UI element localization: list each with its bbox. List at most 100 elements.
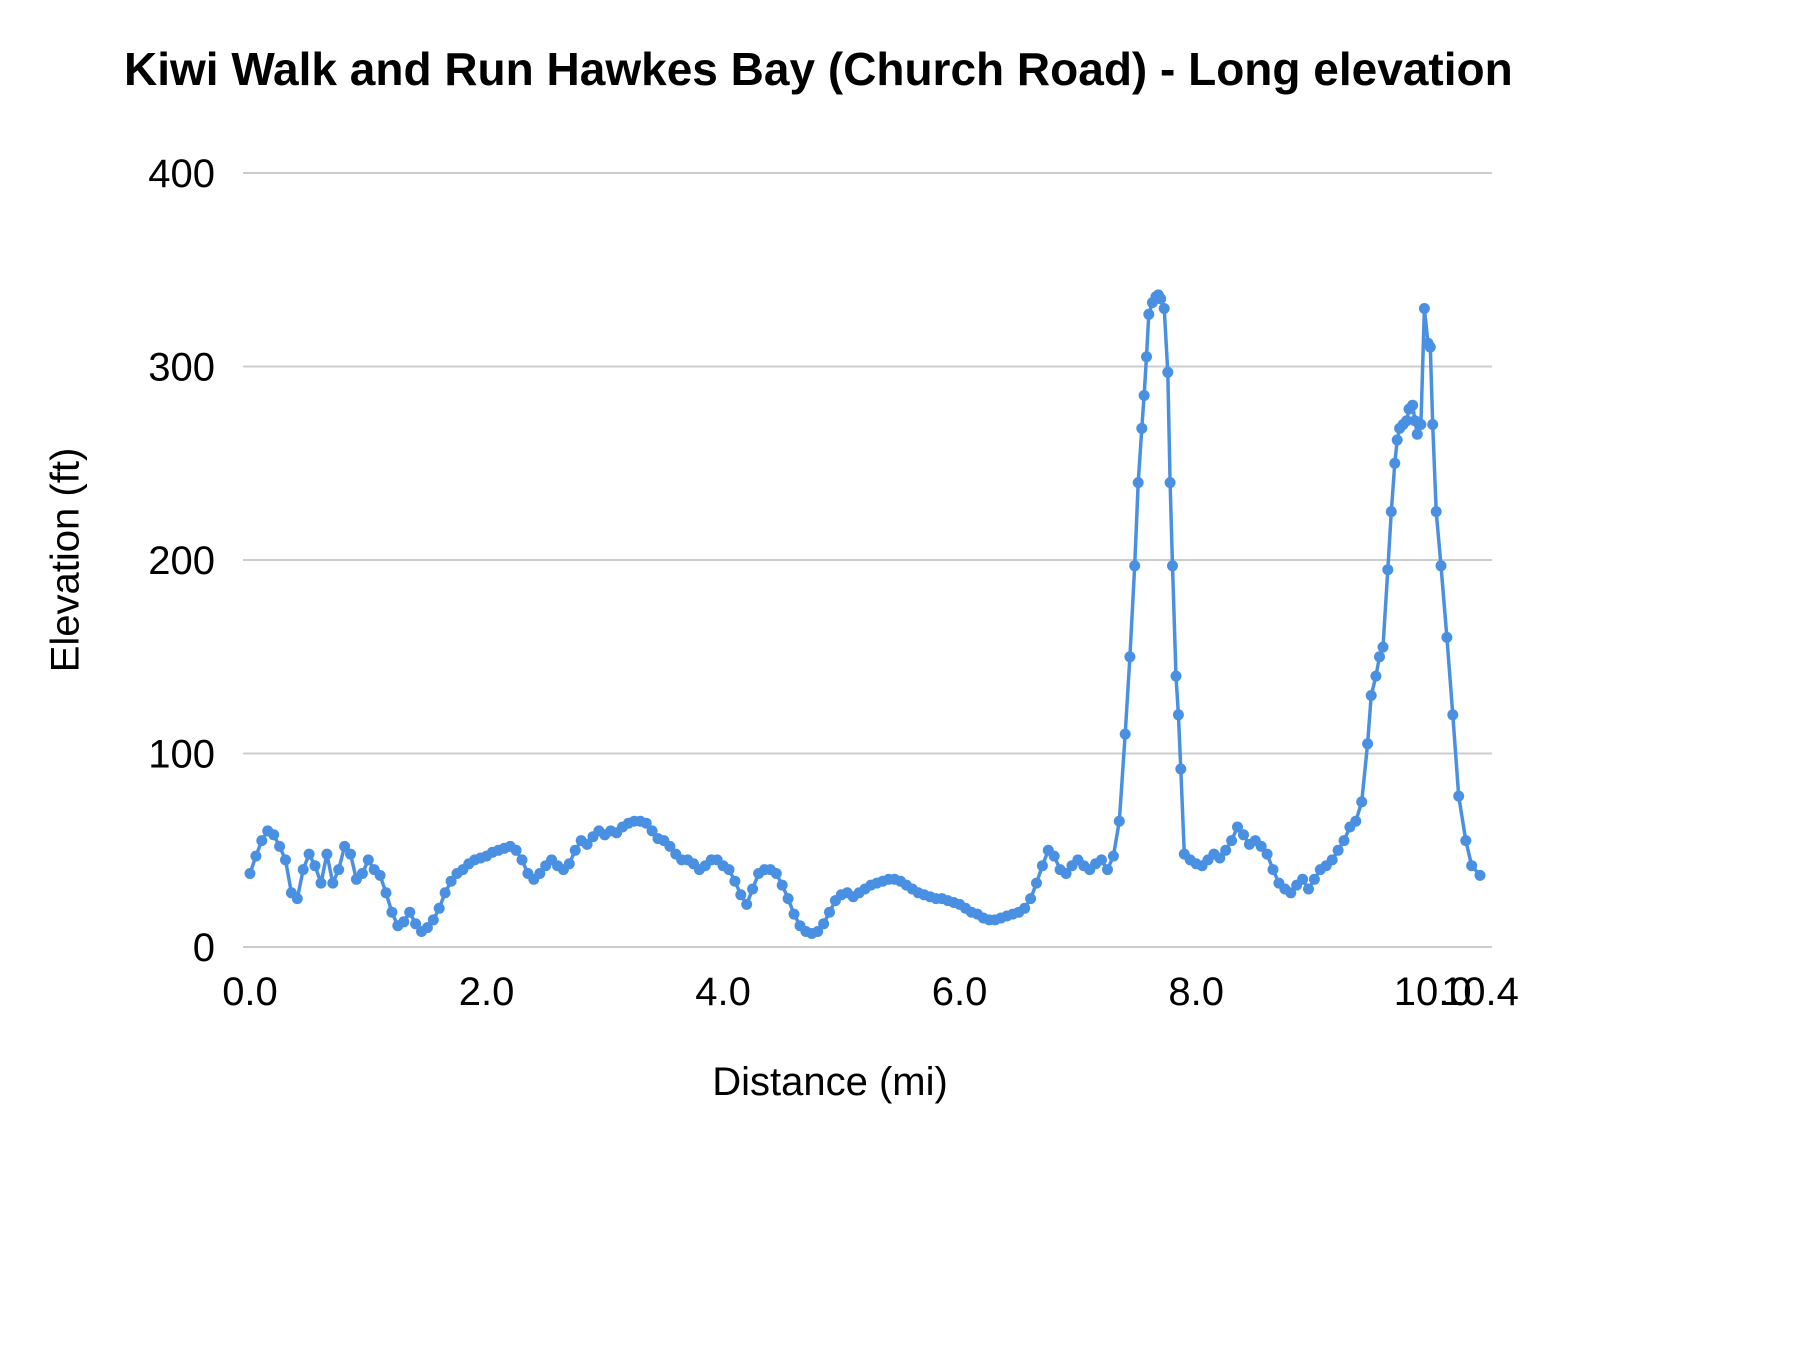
data-point[interactable] <box>1155 293 1167 305</box>
data-point[interactable] <box>1136 422 1148 434</box>
data-point[interactable] <box>818 918 830 930</box>
data-point[interactable] <box>1060 868 1072 879</box>
data-point[interactable] <box>280 854 291 866</box>
data-point[interactable] <box>380 887 392 899</box>
data-point[interactable] <box>244 868 256 879</box>
data-point[interactable] <box>315 877 327 889</box>
data-point[interactable] <box>824 906 835 918</box>
data-point[interactable] <box>788 908 800 920</box>
data-point[interactable] <box>339 840 351 852</box>
data-point[interactable] <box>782 893 794 905</box>
data-point[interactable] <box>1356 796 1368 808</box>
data-point[interactable] <box>741 898 753 910</box>
data-point[interactable] <box>1048 850 1060 862</box>
data-point[interactable] <box>1427 419 1439 430</box>
data-point[interactable] <box>723 864 735 876</box>
data-point[interactable] <box>1370 670 1382 682</box>
data-point[interactable] <box>1226 835 1238 847</box>
data-point[interactable] <box>250 850 262 862</box>
data-point[interactable] <box>1124 651 1136 663</box>
data-point[interactable] <box>356 868 368 879</box>
data-point[interactable] <box>1374 651 1385 663</box>
data-point[interactable] <box>563 858 575 870</box>
data-point[interactable] <box>1261 848 1273 860</box>
data-point[interactable] <box>1107 850 1119 862</box>
data-point[interactable] <box>1129 560 1141 572</box>
data-point[interactable] <box>1385 506 1397 518</box>
data-point[interactable] <box>1401 415 1413 427</box>
data-point[interactable] <box>1466 860 1478 872</box>
data-point[interactable] <box>1435 560 1447 572</box>
data-point[interactable] <box>1025 893 1037 905</box>
data-point[interactable] <box>1170 670 1182 682</box>
data-point[interactable] <box>433 902 445 914</box>
data-point[interactable] <box>1255 840 1267 852</box>
data-point[interactable] <box>1377 641 1389 653</box>
data-point[interactable] <box>256 835 268 847</box>
data-point[interactable] <box>1143 308 1155 320</box>
data-point[interactable] <box>1389 457 1401 469</box>
data-point[interactable] <box>1350 815 1362 827</box>
data-point[interactable] <box>362 854 374 866</box>
data-point[interactable] <box>664 840 676 852</box>
data-point[interactable] <box>303 848 315 860</box>
data-point[interactable] <box>534 868 546 879</box>
data-point[interactable] <box>1019 902 1031 914</box>
data-point[interactable] <box>427 914 439 926</box>
data-point[interactable] <box>268 829 280 841</box>
data-point[interactable] <box>640 817 652 829</box>
data-point[interactable] <box>1267 864 1279 876</box>
data-point[interactable] <box>1362 738 1374 750</box>
data-point[interactable] <box>770 868 782 879</box>
data-point[interactable] <box>1102 864 1113 876</box>
data-point[interactable] <box>510 844 522 856</box>
data-point[interactable] <box>1447 709 1459 721</box>
data-point[interactable] <box>812 926 824 937</box>
data-point[interactable] <box>516 854 528 866</box>
data-point[interactable] <box>729 875 741 887</box>
data-point[interactable] <box>1220 844 1232 856</box>
data-point[interactable] <box>569 844 581 856</box>
data-point[interactable] <box>1391 434 1403 446</box>
data-point[interactable] <box>1164 477 1176 489</box>
data-point[interactable] <box>386 906 398 918</box>
data-point[interactable] <box>445 875 457 887</box>
data-point[interactable] <box>1113 815 1125 827</box>
data-point[interactable] <box>1119 728 1131 740</box>
data-point[interactable] <box>1332 844 1344 856</box>
data-point[interactable] <box>776 879 788 891</box>
data-point[interactable] <box>1382 564 1394 576</box>
data-point[interactable] <box>1285 887 1297 899</box>
data-point[interactable] <box>646 825 658 837</box>
data-point[interactable] <box>1308 873 1320 885</box>
data-point[interactable] <box>1132 477 1144 489</box>
data-point[interactable] <box>747 883 759 895</box>
data-point[interactable] <box>1365 690 1377 701</box>
data-point[interactable] <box>1096 854 1107 866</box>
data-point[interactable] <box>1415 419 1427 430</box>
data-point[interactable] <box>1158 303 1170 314</box>
data-point[interactable] <box>439 887 451 899</box>
data-point[interactable] <box>1338 835 1350 847</box>
data-point[interactable] <box>1141 351 1152 363</box>
data-point[interactable] <box>1036 860 1048 872</box>
data-point[interactable] <box>1297 873 1309 885</box>
data-point[interactable] <box>735 889 747 901</box>
data-point[interactable] <box>1460 835 1472 847</box>
data-point[interactable] <box>1418 303 1430 314</box>
data-point[interactable] <box>1167 560 1178 572</box>
data-point[interactable] <box>1238 829 1249 841</box>
data-point[interactable] <box>581 838 593 850</box>
data-point[interactable] <box>1031 877 1042 889</box>
data-point[interactable] <box>1407 399 1419 411</box>
data-point[interactable] <box>1303 883 1314 895</box>
data-point[interactable] <box>309 860 321 872</box>
data-point[interactable] <box>327 877 339 889</box>
data-point[interactable] <box>291 893 303 905</box>
data-point[interactable] <box>404 906 416 918</box>
data-point[interactable] <box>410 918 422 930</box>
data-point[interactable] <box>1474 869 1486 881</box>
data-point[interactable] <box>1441 631 1453 643</box>
data-point[interactable] <box>1138 390 1150 401</box>
data-point[interactable] <box>274 840 286 852</box>
